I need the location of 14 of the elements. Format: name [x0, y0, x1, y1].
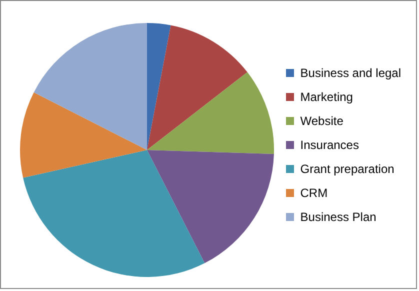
pie-slice — [20, 92, 147, 178]
legend-label: Insurances — [300, 136, 359, 154]
pie-slice — [34, 23, 147, 150]
pie-slice — [147, 23, 171, 150]
pie-slice — [23, 150, 205, 277]
legend-label: CRM — [300, 184, 328, 202]
legend-label: Website — [300, 112, 344, 130]
pie-slice — [147, 25, 248, 150]
legend-label: Business and legal — [300, 64, 401, 82]
legend-label: Marketing — [300, 88, 353, 106]
pie-slice — [147, 150, 274, 264]
pie-slice — [147, 72, 274, 154]
legend-label: Grant preparation — [300, 160, 394, 178]
legend-label: Business Plan — [300, 208, 376, 226]
